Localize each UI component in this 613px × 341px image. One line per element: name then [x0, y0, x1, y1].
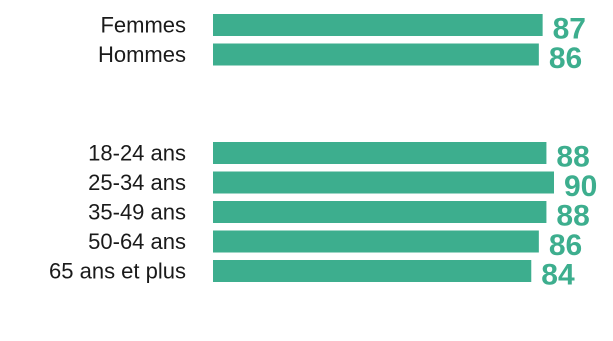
bar-hommes: [213, 43, 539, 66]
value-label-hommes: 86: [549, 42, 582, 75]
bar-65-ans-et-plus: [213, 260, 532, 282]
chart-marks: Femmes 87 Hommes 86 18-24 ans 88 25-34 ans 90 35…: [49, 13, 597, 292]
value-label-25-34-ans: 90: [564, 170, 597, 203]
category-label-18-24-ans: 18-24 ans: [88, 141, 186, 166]
category-label-femmes: Femmes: [100, 13, 186, 38]
value-label-50-64-ans: 86: [549, 229, 582, 262]
value-label-femmes: 87: [553, 13, 586, 46]
value-label-18-24-ans: 88: [556, 141, 589, 174]
bar-50-64-ans: [213, 230, 539, 253]
bar-femmes: [213, 14, 543, 36]
value-label-35-49-ans: 88: [556, 200, 589, 233]
category-label-50-64-ans: 50-64 ans: [88, 229, 186, 254]
category-label-35-49-ans: 35-49 ans: [88, 200, 186, 225]
bar-18-24-ans: [213, 142, 547, 164]
category-label-65-ans-et-plus: 65 ans et plus: [49, 259, 186, 284]
value-label-65-ans-et-plus: 84: [541, 259, 575, 292]
category-label-25-34-ans: 25-34 ans: [88, 170, 186, 195]
category-label-hommes: Hommes: [98, 42, 186, 67]
bar-25-34-ans: [213, 171, 554, 194]
bar-35-49-ans: [213, 201, 547, 223]
